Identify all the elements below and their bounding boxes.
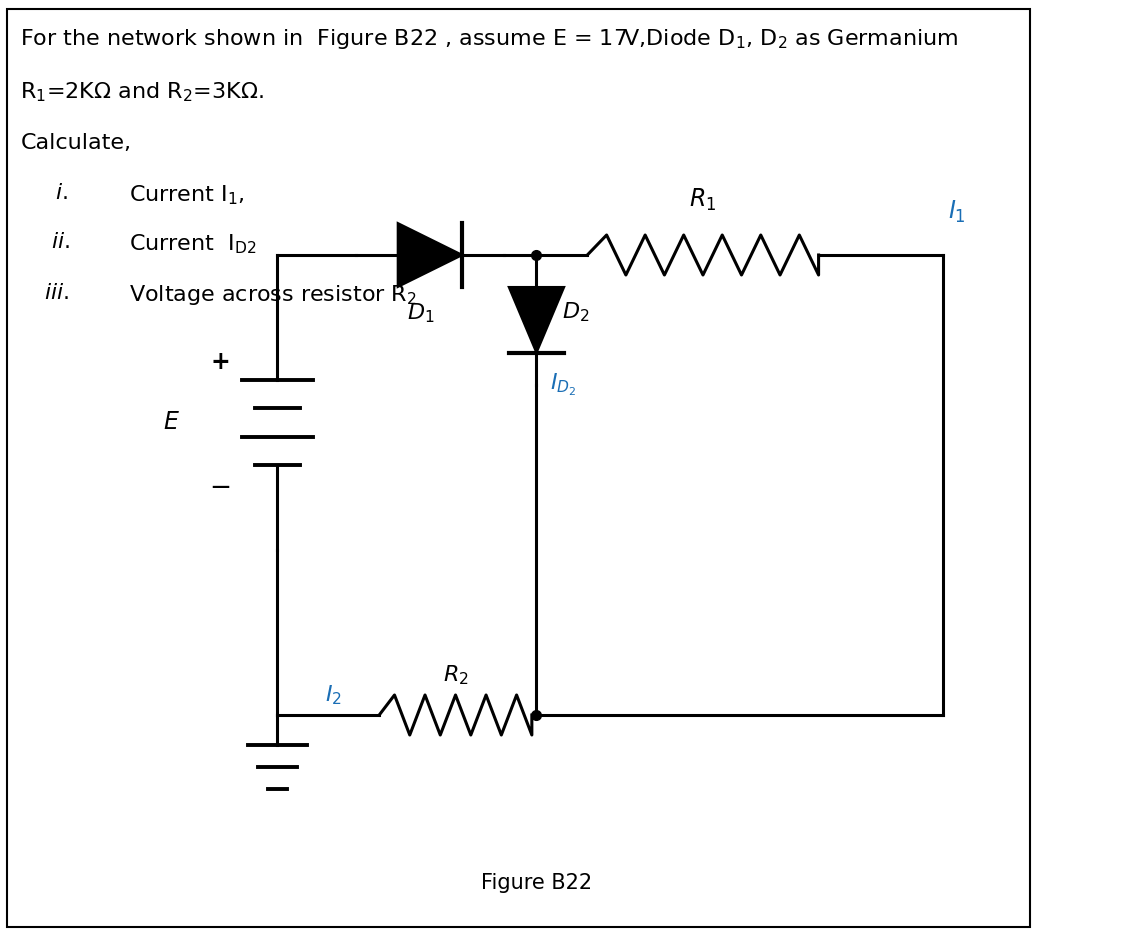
Text: $\mathrm{R_1}$=2K$\Omega$ and $\mathrm{R_2}$=3K$\Omega$.: $\mathrm{R_1}$=2K$\Omega$ and $\mathrm{R…	[20, 80, 264, 104]
Text: $iii.$: $iii.$	[44, 283, 70, 303]
Text: −: −	[209, 475, 232, 501]
Text: +: +	[210, 350, 230, 374]
Text: Figure B22: Figure B22	[481, 873, 592, 893]
Text: $i.$: $i.$	[55, 183, 69, 203]
Text: $D_1$: $D_1$	[407, 301, 435, 324]
Text: Current  $\mathrm{I_{D2}}$: Current $\mathrm{I_{D2}}$	[129, 232, 257, 255]
Text: $I_1$: $I_1$	[948, 199, 966, 225]
Text: $D_2$: $D_2$	[562, 300, 590, 324]
Text: Voltage across resistor $\mathrm{R_2}$: Voltage across resistor $\mathrm{R_2}$	[129, 283, 417, 307]
Text: $R_1$: $R_1$	[689, 187, 717, 213]
Text: $ii.$: $ii.$	[51, 232, 70, 252]
Polygon shape	[398, 223, 462, 287]
Text: $I_2$: $I_2$	[325, 683, 342, 707]
Text: Current $\mathrm{I_1}$,: Current $\mathrm{I_1}$,	[129, 183, 245, 207]
Polygon shape	[509, 287, 564, 353]
Text: For the network shown in  Figure B22 , assume E = 17V,Diode $\mathrm{D_1}$, $\ma: For the network shown in Figure B22 , as…	[20, 27, 959, 51]
Text: $R_2$: $R_2$	[443, 664, 469, 687]
Text: $E$: $E$	[163, 410, 180, 434]
FancyBboxPatch shape	[8, 9, 1031, 927]
Text: $I_{D_2}$: $I_{D_2}$	[551, 372, 577, 398]
Text: Calculate,: Calculate,	[20, 133, 132, 153]
